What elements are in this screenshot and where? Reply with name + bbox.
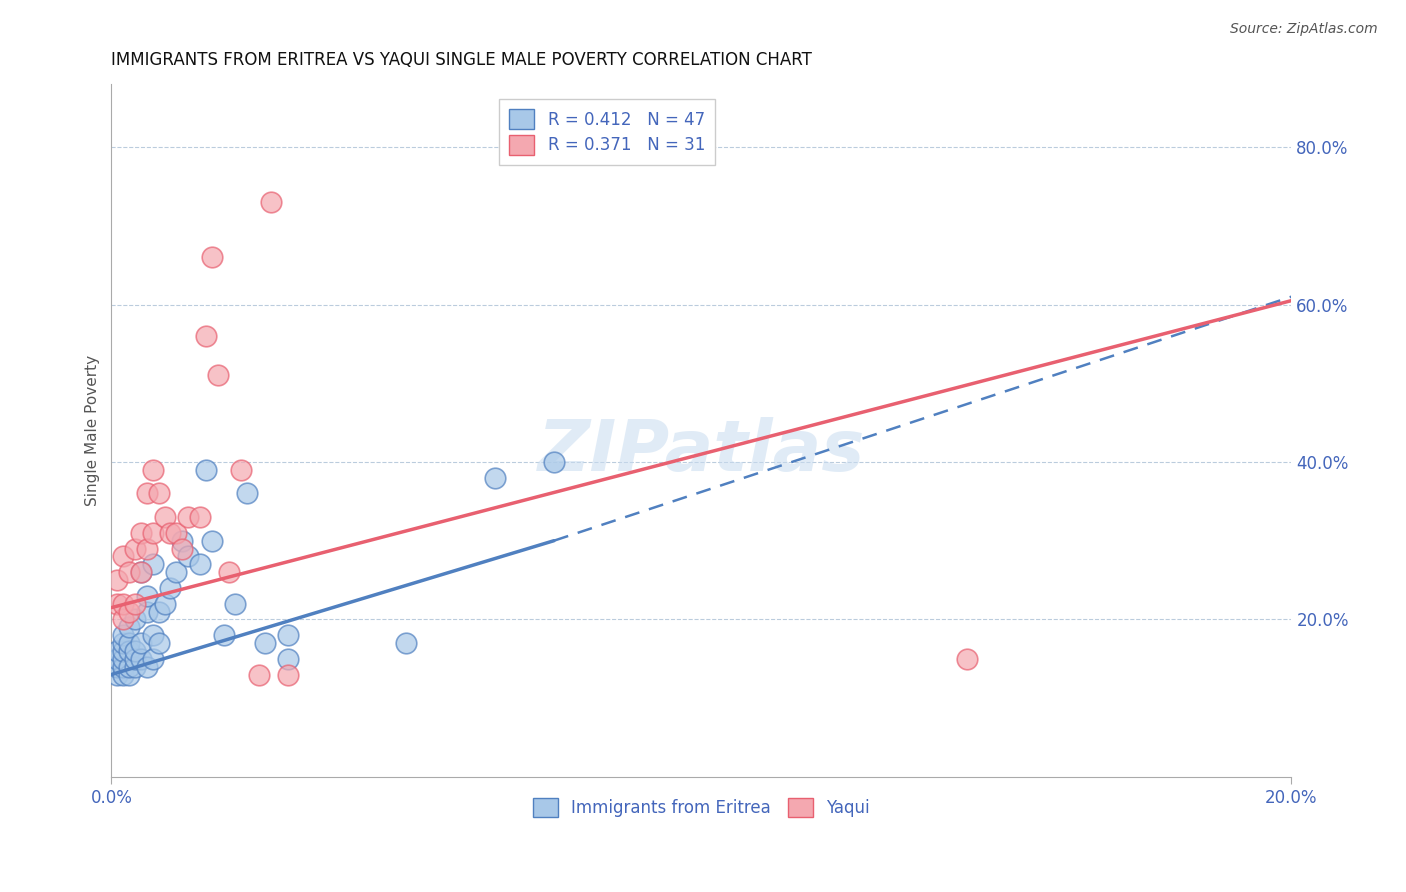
Point [201, 533, 224, 548]
Point [543, 455, 565, 469]
Point [236, 486, 259, 500]
Point [135, 486, 157, 500]
Point [277, 628, 299, 642]
Point [124, 541, 146, 556]
Point [105, 573, 128, 587]
Point [194, 329, 217, 343]
Point [277, 667, 299, 681]
Point [148, 486, 170, 500]
Point [188, 558, 211, 572]
Point [218, 565, 240, 579]
Point [105, 659, 128, 673]
Point [194, 463, 217, 477]
Point [112, 659, 135, 673]
Point [118, 636, 141, 650]
Point [165, 525, 187, 540]
Point [153, 510, 176, 524]
Point [118, 620, 141, 634]
Y-axis label: Single Male Poverty: Single Male Poverty [86, 355, 100, 506]
Point [112, 549, 135, 564]
Point [231, 463, 253, 477]
Point [135, 659, 157, 673]
Point [148, 636, 170, 650]
Text: ZIPatlas: ZIPatlas [537, 417, 865, 486]
Point [118, 565, 141, 579]
Point [112, 628, 135, 642]
Point [124, 652, 146, 666]
Point [129, 565, 152, 579]
Point [260, 195, 283, 210]
Point [118, 644, 141, 658]
Point [135, 589, 157, 603]
Point [201, 250, 224, 264]
Point [118, 667, 141, 681]
Point [129, 652, 152, 666]
Point [172, 541, 194, 556]
Point [105, 644, 128, 658]
Point [112, 636, 135, 650]
Point [135, 605, 157, 619]
Point [112, 612, 135, 626]
Point [105, 667, 128, 681]
Point [224, 597, 246, 611]
Point [165, 565, 187, 579]
Point [172, 533, 194, 548]
Point [118, 659, 141, 673]
Point [112, 644, 135, 658]
Point [118, 605, 141, 619]
Text: Source: ZipAtlas.com: Source: ZipAtlas.com [1230, 22, 1378, 37]
Point [112, 667, 135, 681]
Point [247, 667, 270, 681]
Point [207, 368, 229, 383]
Point [112, 597, 135, 611]
Point [253, 636, 276, 650]
Point [142, 558, 165, 572]
Point [153, 597, 176, 611]
Point [124, 597, 146, 611]
Point [105, 597, 128, 611]
Point [142, 525, 165, 540]
Point [112, 652, 135, 666]
Point [142, 463, 165, 477]
Point [212, 628, 235, 642]
Legend: Immigrants from Eritrea, Yaqui: Immigrants from Eritrea, Yaqui [526, 791, 876, 824]
Text: IMMIGRANTS FROM ERITREA VS YAQUI SINGLE MALE POVERTY CORRELATION CHART: IMMIGRANTS FROM ERITREA VS YAQUI SINGLE … [111, 51, 813, 69]
Point [956, 652, 979, 666]
Point [129, 636, 152, 650]
Point [124, 659, 146, 673]
Point [277, 652, 299, 666]
Point [124, 644, 146, 658]
Point [105, 652, 128, 666]
Point [135, 541, 157, 556]
Point [177, 510, 200, 524]
Point [142, 628, 165, 642]
Point [142, 652, 165, 666]
Point [177, 549, 200, 564]
Point [188, 510, 211, 524]
Point [124, 612, 146, 626]
Point [159, 581, 181, 595]
Point [148, 605, 170, 619]
Point [484, 471, 506, 485]
Point [395, 636, 418, 650]
Point [159, 525, 181, 540]
Point [129, 565, 152, 579]
Point [129, 525, 152, 540]
